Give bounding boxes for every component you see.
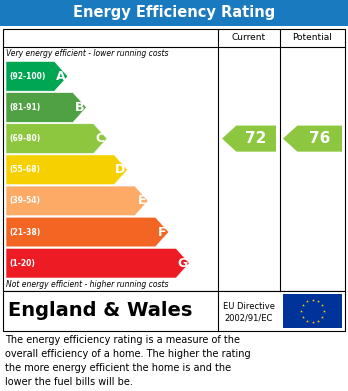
Text: Not energy efficient - higher running costs: Not energy efficient - higher running co… (6, 280, 168, 289)
Text: EU Directive: EU Directive (223, 302, 275, 311)
Polygon shape (222, 126, 276, 152)
Text: F: F (158, 226, 167, 239)
Text: The energy efficiency rating is a measure of the
overall efficiency of a home. T: The energy efficiency rating is a measur… (5, 335, 251, 387)
Bar (3, 291, 345, 331)
Text: Current: Current (232, 34, 266, 43)
Text: Potential: Potential (293, 34, 332, 43)
Polygon shape (6, 186, 148, 216)
Polygon shape (6, 124, 107, 153)
Polygon shape (6, 61, 68, 91)
Text: (39-54): (39-54) (9, 196, 40, 205)
Text: 76: 76 (309, 131, 331, 146)
Text: Energy Efficiency Rating: Energy Efficiency Rating (73, 5, 275, 20)
Polygon shape (6, 217, 169, 247)
Text: Very energy efficient - lower running costs: Very energy efficient - lower running co… (6, 49, 168, 58)
Text: D: D (115, 163, 126, 176)
Bar (0, 0, 348, 26)
Text: (55-68): (55-68) (9, 165, 40, 174)
Text: C: C (96, 132, 105, 145)
Polygon shape (6, 93, 86, 122)
Polygon shape (6, 155, 127, 185)
Bar (3, 29, 345, 291)
Text: (69-80): (69-80) (9, 134, 40, 143)
Text: G: G (177, 256, 187, 270)
Polygon shape (283, 126, 342, 152)
Polygon shape (6, 248, 189, 278)
Text: (81-91): (81-91) (9, 103, 40, 112)
Text: E: E (138, 194, 146, 207)
Text: (1-20): (1-20) (9, 259, 35, 268)
Bar (283, 294, 342, 328)
Text: 72: 72 (245, 131, 267, 146)
Text: England & Wales: England & Wales (8, 301, 192, 321)
Text: B: B (75, 101, 84, 114)
Text: 2002/91/EC: 2002/91/EC (225, 313, 273, 322)
Text: A: A (56, 70, 66, 83)
Text: (92-100): (92-100) (9, 72, 45, 81)
Text: (21-38): (21-38) (9, 228, 40, 237)
